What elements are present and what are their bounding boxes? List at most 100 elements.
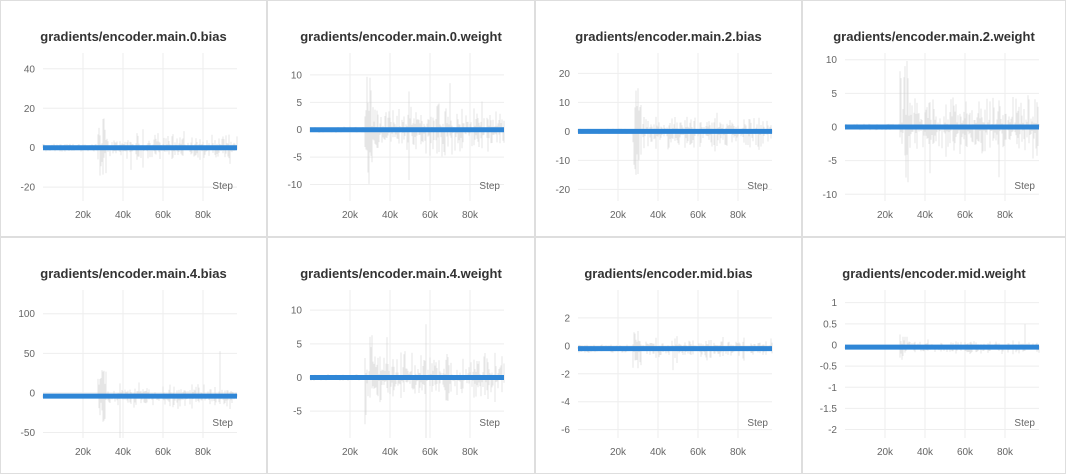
x-tick-label: 20k — [342, 447, 359, 458]
y-tick-label: -20 — [556, 185, 571, 196]
y-tick-label: 0 — [296, 373, 302, 384]
x-axis-label: Step — [212, 418, 233, 429]
chart-panel: gradients/encoder.mid.bias 2 0 -2 -4 -6 20k 40k… — [535, 237, 802, 474]
x-tick-label: 60k — [690, 210, 707, 221]
y-tick-label: 0 — [564, 341, 570, 352]
y-tick-label: -6 — [561, 425, 570, 436]
x-tick-label: 20k — [342, 210, 359, 221]
chart-panel: gradients/encoder.main.4.weight 10 5 0 -5 20k… — [267, 237, 535, 474]
chart-title: gradients/encoder.mid.bias — [584, 266, 753, 281]
x-tick-label: 80k — [195, 447, 212, 458]
y-tick-label: -5 — [293, 407, 302, 418]
x-tick-label: 60k — [422, 210, 439, 221]
chart-title: gradients/encoder.main.2.bias — [575, 29, 762, 44]
y-tick-label: -0.5 — [820, 362, 838, 373]
x-tick-label: 80k — [462, 210, 479, 221]
y-tick-label: 5 — [296, 339, 302, 350]
x-tick-label: 60k — [957, 447, 974, 458]
chart-title: gradients/encoder.main.0.weight — [300, 29, 502, 44]
chart-title: gradients/encoder.main.0.bias — [40, 29, 227, 44]
chart-plot: 40 20 0 -20 20k 40k 60k 80k Step — [21, 53, 238, 221]
chart-plot: 1 0.5 0 -0.5 -1 -1.5 -2 20k 40k 60k 80k Step — [820, 290, 1040, 458]
chart-panel: gradients/encoder.main.0.bias 40 20 0 -20 20k… — [0, 0, 267, 237]
x-axis-label: Step — [479, 418, 500, 429]
x-tick-label: 60k — [155, 447, 172, 458]
y-tick-label: -1.5 — [820, 404, 838, 415]
x-tick-label: 20k — [877, 210, 894, 221]
y-tick-label: -2 — [828, 425, 837, 436]
chart-title: gradients/encoder.main.2.weight — [833, 29, 1035, 44]
y-tick-label: -5 — [293, 153, 302, 164]
x-tick-label: 40k — [650, 447, 667, 458]
x-tick-label: 20k — [610, 210, 627, 221]
chart-panel: gradients/encoder.main.0.weight 10 5 0 -5 -10… — [267, 0, 535, 237]
chart-plot: 2 0 -2 -4 -6 20k 40k 60k 80k Step — [561, 290, 773, 458]
y-tick-label: -50 — [21, 428, 36, 439]
y-tick-label: 10 — [291, 306, 303, 317]
y-tick-label: 0 — [29, 388, 35, 399]
chart-plot: 20 10 0 -10 -20 20k 40k 60k 80k Step — [556, 53, 773, 221]
chart-title: gradients/encoder.mid.weight — [842, 266, 1026, 281]
noise-band — [844, 60, 1040, 183]
y-tick-label: 0 — [564, 127, 570, 138]
x-tick-label: 60k — [957, 210, 974, 221]
x-tick-label: 40k — [382, 210, 399, 221]
y-tick-label: 5 — [296, 98, 302, 109]
x-tick-label: 80k — [730, 447, 747, 458]
noise-band — [844, 324, 1040, 360]
y-tick-label: -4 — [561, 397, 570, 408]
y-tick-label: 10 — [826, 55, 838, 66]
x-tick-label: 40k — [115, 447, 132, 458]
x-tick-label: 80k — [997, 447, 1014, 458]
x-tick-label: 80k — [462, 447, 479, 458]
y-tick-label: 5 — [831, 89, 837, 100]
x-axis-label: Step — [747, 181, 768, 192]
chart-plot: 10 5 0 -5 20k 40k 60k 80k Step — [291, 290, 505, 458]
x-tick-label: 60k — [690, 447, 707, 458]
y-tick-label: 40 — [24, 64, 36, 75]
x-axis-label: Step — [479, 181, 500, 192]
y-tick-label: -10 — [288, 180, 303, 191]
chart-panel: gradients/encoder.main.2.weight 10 5 0 -5 -10… — [802, 0, 1066, 237]
chart-plot: 100 50 0 -50 20k 40k 60k 80k Step — [18, 290, 238, 458]
y-tick-label: -5 — [828, 156, 837, 167]
x-tick-label: 60k — [422, 447, 439, 458]
x-tick-label: 80k — [997, 210, 1014, 221]
x-tick-label: 60k — [155, 210, 172, 221]
chart-plot: 10 5 0 -5 -10 20k 40k 60k 80k Step — [823, 53, 1040, 221]
chart-panel: gradients/encoder.mid.weight 1 0.5 0 -0.5 -1 -… — [802, 237, 1066, 474]
y-tick-label: 2 — [564, 313, 570, 324]
y-tick-label: -10 — [556, 156, 571, 167]
noise-band — [309, 324, 505, 438]
y-tick-label: -2 — [561, 369, 570, 380]
chart-title: gradients/encoder.main.4.weight — [300, 266, 502, 281]
x-tick-label: 20k — [75, 210, 92, 221]
chart-panel: gradients/encoder.main.4.bias 100 50 0 -50 20… — [0, 237, 267, 474]
y-tick-label: 10 — [291, 70, 303, 81]
x-tick-label: 80k — [195, 210, 212, 221]
y-tick-label: -20 — [21, 183, 36, 194]
x-tick-label: 20k — [75, 447, 92, 458]
y-tick-label: 10 — [559, 98, 571, 109]
y-tick-label: 20 — [559, 69, 571, 80]
x-axis-label: Step — [212, 181, 233, 192]
y-tick-label: 0 — [831, 123, 837, 134]
x-tick-label: 40k — [917, 210, 934, 221]
x-tick-label: 40k — [917, 447, 934, 458]
y-tick-label: -1 — [828, 383, 837, 394]
x-axis-label: Step — [1014, 181, 1035, 192]
x-tick-label: 80k — [730, 210, 747, 221]
x-tick-label: 20k — [877, 447, 894, 458]
y-tick-label: 100 — [18, 309, 35, 320]
x-axis-label: Step — [1014, 418, 1035, 429]
chart-panel: gradients/encoder.main.2.bias 20 10 0 -10 -20… — [535, 0, 802, 237]
y-tick-label: 1 — [831, 298, 837, 309]
x-tick-label: 40k — [115, 210, 132, 221]
y-tick-label: 0 — [29, 143, 35, 154]
x-tick-label: 40k — [650, 210, 667, 221]
y-tick-label: 0.5 — [823, 319, 837, 330]
y-tick-label: 0 — [296, 125, 302, 136]
y-tick-label: -10 — [823, 190, 838, 201]
x-tick-label: 40k — [382, 447, 399, 458]
x-axis-label: Step — [747, 418, 768, 429]
